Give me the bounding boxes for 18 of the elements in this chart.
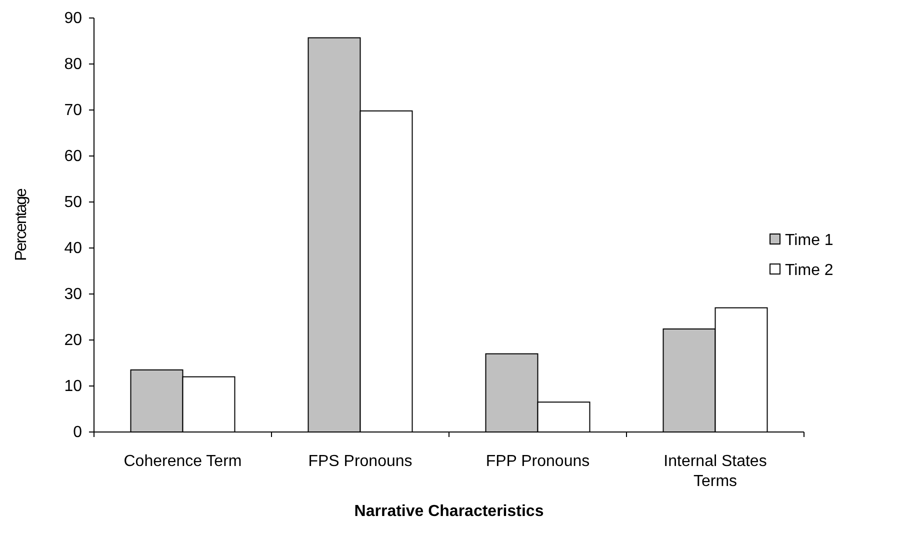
y-tick-label: 20 xyxy=(64,332,82,350)
y-tick-label: 70 xyxy=(64,102,82,120)
x-tick-label: FPS Pronouns xyxy=(308,453,412,470)
x-tick-label: Coherence Term xyxy=(124,453,242,470)
y-tick-label: 10 xyxy=(64,378,82,396)
x-tick-label: FPP Pronouns xyxy=(486,453,590,470)
y-tick-label: 0 xyxy=(73,424,82,442)
x-axis-title: Narrative Characteristics xyxy=(354,503,544,520)
y-tick-label: 40 xyxy=(64,240,82,258)
y-tick-label: 90 xyxy=(64,10,82,28)
y-tick-label: 30 xyxy=(64,286,82,304)
y-tick-label: 80 xyxy=(64,56,82,74)
y-tick-label: 60 xyxy=(64,148,82,166)
y-axis-title: Percentage xyxy=(13,188,30,261)
y-tick-label: 50 xyxy=(64,194,82,212)
legend-label: Time 2 xyxy=(785,262,834,279)
legend-label: Time 1 xyxy=(785,232,834,249)
x-tick-label: Internal States Terms xyxy=(664,453,767,490)
